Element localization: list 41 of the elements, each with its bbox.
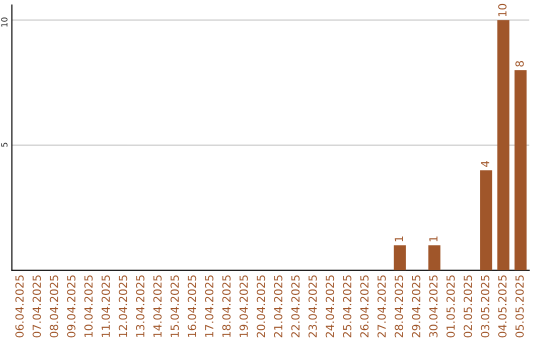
x-tick-label: 24.04.2025 xyxy=(326,275,334,338)
x-tick-label: 20.04.2025 xyxy=(256,275,266,338)
bar xyxy=(514,70,527,270)
data-label: 8 xyxy=(515,61,524,67)
bar xyxy=(497,20,510,270)
data-label: 1 xyxy=(394,236,403,242)
x-tick-label: 23.04.2025 xyxy=(308,275,317,338)
data-label: 1 xyxy=(429,236,438,242)
x-tick-label: 19.04.2025 xyxy=(239,275,248,337)
x-tick-label: 12.04.2025 xyxy=(118,275,128,337)
x-tick-label: 30.04.2025 xyxy=(429,275,438,338)
x-tick-label: 28.04.2025 xyxy=(394,275,404,338)
x-tick-label: 13.04.2025 xyxy=(136,275,144,337)
x-tick-label: 08.04.2025 xyxy=(50,275,58,338)
x-tick-label: 27.04.2025 xyxy=(377,275,386,338)
x-tick-label: 01.05.2025 xyxy=(446,275,455,338)
bar xyxy=(428,245,440,270)
x-tick-label: 14.04.2025 xyxy=(153,275,162,337)
x-tick-label: 10.04.2025 xyxy=(84,275,93,337)
x-tick-label: 05.05.2025 xyxy=(515,275,524,338)
x-tick-label: 22.04.2025 xyxy=(291,275,300,338)
x-tick-label: 15.04.2025 xyxy=(170,275,179,337)
x-tick-label: 02.05.2025 xyxy=(464,275,472,338)
x-tick-label: 21.04.2025 xyxy=(274,275,282,338)
x-tick-label: 17.04.2025 xyxy=(205,275,214,337)
x-tick-label: 06.04.2025 xyxy=(15,275,24,338)
x-tick-label: 29.04.2025 xyxy=(412,275,420,338)
x-tick-label: 04.05.2025 xyxy=(498,275,507,338)
x-tick-label: 09.04.2025 xyxy=(67,275,76,338)
x-tick-label: 07.04.2025 xyxy=(32,275,41,338)
x-tick-label: 03.05.2025 xyxy=(480,275,490,338)
bar xyxy=(480,170,492,270)
y-tick-label: 5 xyxy=(1,142,8,147)
x-tick-label: 16.04.2025 xyxy=(188,275,196,337)
x-tick-label: 18.04.2025 xyxy=(222,275,231,337)
x-tick-label: 25.04.2025 xyxy=(342,275,352,338)
x-tick-label: 11.04.2025 xyxy=(102,275,110,337)
x-tick-label: 26.04.2025 xyxy=(360,275,369,338)
data-label: 10 xyxy=(498,4,507,16)
bar xyxy=(394,245,406,270)
data-label: 4 xyxy=(481,161,490,167)
